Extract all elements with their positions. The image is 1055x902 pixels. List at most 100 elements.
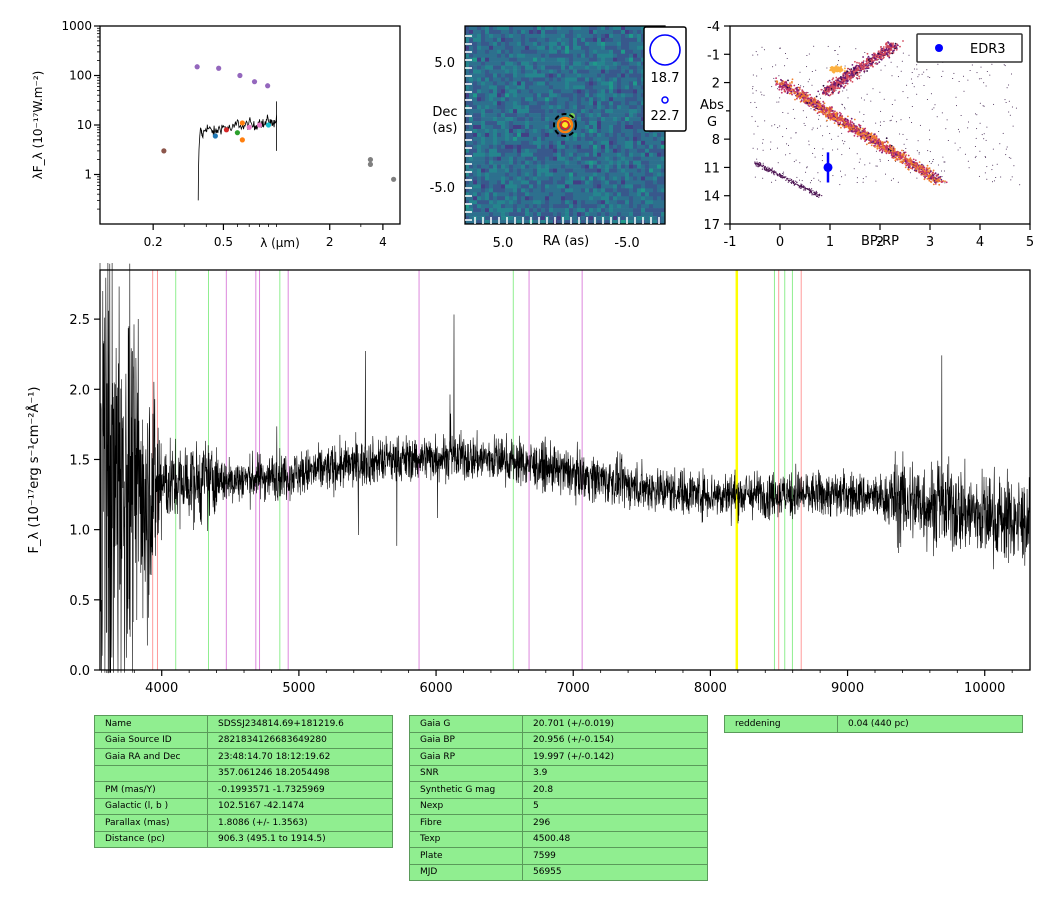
image-pixel [505, 45, 510, 51]
image-pixel [661, 136, 666, 142]
cmd-density-dot [884, 141, 886, 144]
cmd-density-dot [754, 176, 756, 178]
image-pixel [597, 69, 602, 74]
image-pixel [561, 172, 566, 177]
image-pixel [477, 160, 482, 165]
image-pixel [649, 212, 654, 217]
image-pixel [517, 204, 522, 209]
image-pixel [597, 212, 602, 217]
image-pixel [513, 53, 518, 58]
cmd-density-dot [923, 164, 925, 166]
image-pixel [585, 136, 590, 142]
image-pixel [477, 85, 482, 90]
image-pixel [601, 144, 606, 150]
image-pixel [641, 192, 646, 197]
cmd-density-dot [861, 97, 862, 99]
image-pixel [569, 180, 574, 185]
cmd-density-dot [832, 175, 834, 177]
image-pixel [593, 77, 598, 82]
cmd-density-dot [775, 179, 777, 181]
cmd-density-dot [823, 87, 825, 88]
cmd-density-dot [837, 85, 839, 88]
cmd-density-dot [923, 178, 926, 181]
cmd-density-dot [885, 137, 888, 140]
image-pixel [489, 81, 494, 86]
image-pixel [593, 200, 598, 205]
image-pixel [529, 113, 534, 118]
image-pixel [509, 156, 514, 161]
image-pixel [533, 45, 538, 51]
image-pixel [597, 220, 602, 225]
image-pixel [489, 49, 494, 55]
image-pixel [513, 160, 518, 165]
image-pixel [605, 57, 610, 62]
image-pixel [489, 180, 494, 185]
cmd-density-dot [960, 115, 962, 116]
image-pixel [541, 192, 546, 197]
image-pixel [505, 128, 510, 134]
image-pixel [629, 188, 634, 193]
image-pixel [601, 204, 606, 209]
image-pixel [485, 45, 490, 51]
image-pixel [601, 132, 606, 138]
image-pixel [613, 89, 618, 94]
image-pixel [493, 192, 498, 197]
image-pixel [625, 200, 630, 205]
cmd-density-dot [762, 149, 764, 151]
image-pixel [485, 69, 490, 74]
image-pixel [605, 168, 610, 173]
image-pixel [565, 89, 570, 94]
image-pixel [553, 180, 558, 185]
image-pixel [473, 85, 478, 90]
image-pixel [585, 152, 590, 157]
image-pixel [653, 160, 658, 165]
cmd-density-dot [809, 182, 811, 184]
image-pixel [649, 136, 654, 142]
image-pixel [473, 29, 478, 35]
image-pixel [573, 168, 578, 173]
image-pixel [553, 168, 558, 173]
image-pixel [605, 77, 610, 82]
image-pixel [605, 26, 610, 31]
cmd-density-dot [859, 127, 861, 130]
image-pixel [529, 101, 534, 106]
image-pixel [653, 212, 658, 217]
image-pixel [549, 49, 554, 55]
image-pixel [473, 125, 478, 130]
image-pixel [617, 113, 622, 118]
image-pixel [561, 69, 566, 74]
image-pixel [545, 160, 550, 165]
image-pixel [625, 105, 630, 110]
cmd-density-dot [818, 118, 820, 120]
cmd-density-dot [839, 46, 841, 48]
image-pixel [541, 132, 546, 138]
image-pixel [525, 196, 530, 201]
image-pixel [609, 49, 614, 55]
cmd-density-dot [787, 79, 789, 82]
image-pixel [493, 105, 498, 110]
image-pixel [493, 65, 498, 70]
image-pixel [609, 26, 614, 31]
image-pixel [465, 164, 470, 169]
cmd-density-dot [926, 173, 929, 176]
cmd-density-dot [872, 141, 875, 143]
image-pixel [661, 208, 666, 213]
cmd-density-dot [945, 181, 948, 184]
image-pixel [661, 212, 666, 217]
image-pixel [541, 53, 546, 58]
cmd-density-dot [896, 158, 899, 161]
cmd-density-dot [929, 129, 930, 131]
cmd-density-dot [854, 60, 856, 63]
image-pixel [585, 140, 590, 146]
cmd-density-dot [854, 131, 857, 134]
cmd-density-dot [805, 171, 807, 173]
image-pixel [497, 160, 502, 165]
cmd-density-dot [830, 106, 833, 108]
image-pixel [513, 192, 518, 197]
cmd-density-dot [874, 146, 876, 148]
image-pixel [481, 41, 486, 47]
image-pixel [513, 117, 518, 122]
cmd-density-dot [855, 48, 857, 50]
image-pixel [465, 216, 470, 221]
image-pixel [577, 85, 582, 90]
